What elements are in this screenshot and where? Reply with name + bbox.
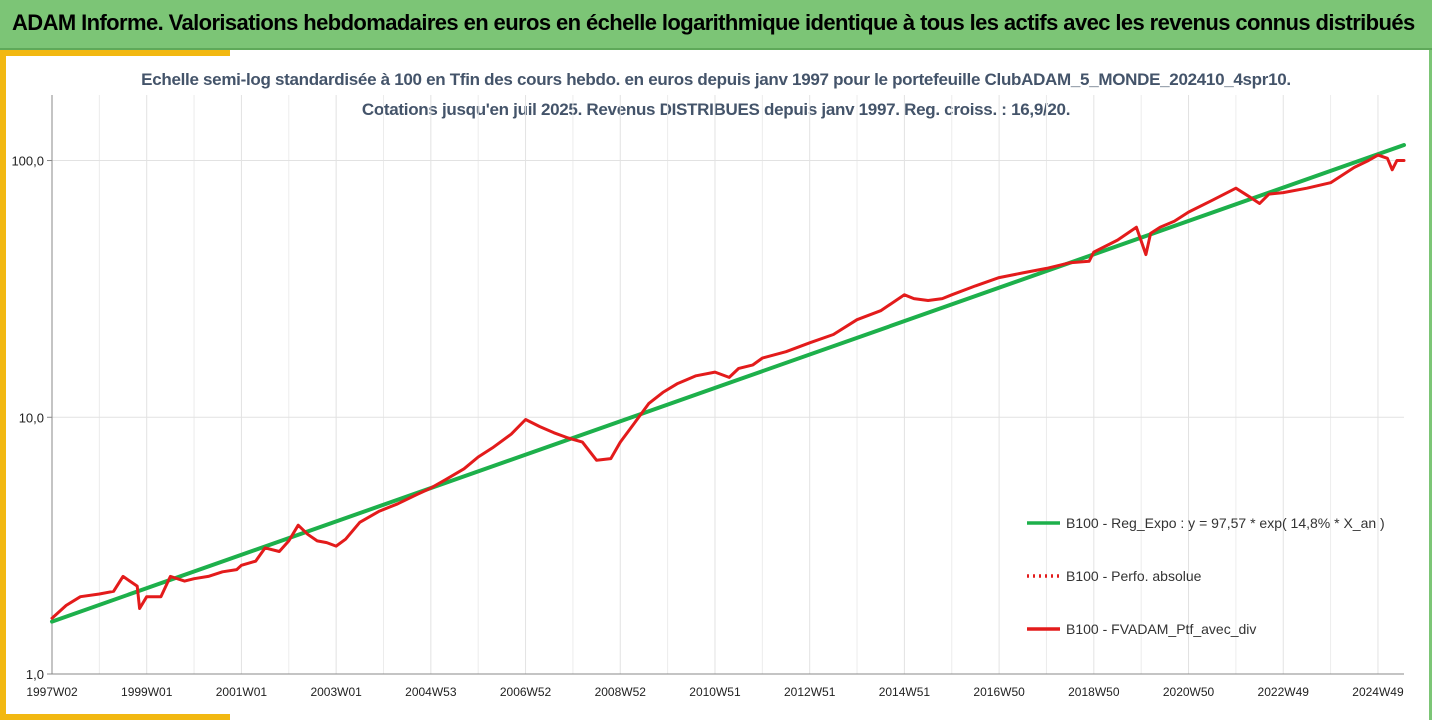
legend-label: B100 - FVADAM_Ptf_avec_div [1066,621,1256,637]
y-tick-label: 100,0 [11,154,44,169]
x-tick-label: 2020W50 [1163,685,1215,699]
legend-label: B100 - Reg_Expo : y = 97,57 * exp( 14,8%… [1066,515,1385,531]
x-tick-label: 2016W50 [973,685,1025,699]
chart-title: Echelle semi-log standardisée à 100 en T… [141,70,1291,89]
y-tick-label: 1,0 [26,667,44,682]
x-tick-label: 2024W49 [1352,685,1404,699]
x-tick-label: 2022W49 [1258,685,1310,699]
regression-line [50,143,1406,624]
x-tick-label: 2018W50 [1068,685,1120,699]
x-tick-label: 2014W51 [879,685,931,699]
chart-subtitle: Cotations jusqu'en juil 2025. Revenus DI… [361,100,1071,119]
title-banner: ADAM Informe. Valorisations hebdomadaire… [0,0,1432,50]
x-tick-label: 1999W01 [121,685,173,699]
portfolio-line [50,153,1406,620]
legend: B100 - Reg_Expo : y = 97,57 * exp( 14,8%… [1027,515,1385,637]
x-tick-label: 1997W02 [26,685,78,699]
y-tick-label: 10,0 [19,410,44,425]
x-tick-label: 2006W52 [500,685,552,699]
x-tick-label: 2008W52 [595,685,647,699]
accent-bar-left [0,50,6,720]
x-tick-label: 2010W51 [689,685,741,699]
x-axis-labels: 1997W02 1999W01 2001W01 2003W01 2004W53 2006W… [26,685,1404,699]
x-tick-label: 2012W51 [784,685,836,699]
y-axis-labels: 1,0 10,0 100,0 [11,154,44,682]
frame-border-right [1429,50,1432,720]
x-tick-label: 2004W53 [405,685,457,699]
accent-bar-top [0,50,230,56]
accent-bar-bottom [0,714,230,720]
x-tick-label: 2003W01 [310,685,362,699]
legend-label: B100 - Perfo. absolue [1066,568,1202,584]
report-title: ADAM Informe. Valorisations hebdomadaire… [12,10,1415,35]
x-tick-label: 2001W01 [216,685,268,699]
